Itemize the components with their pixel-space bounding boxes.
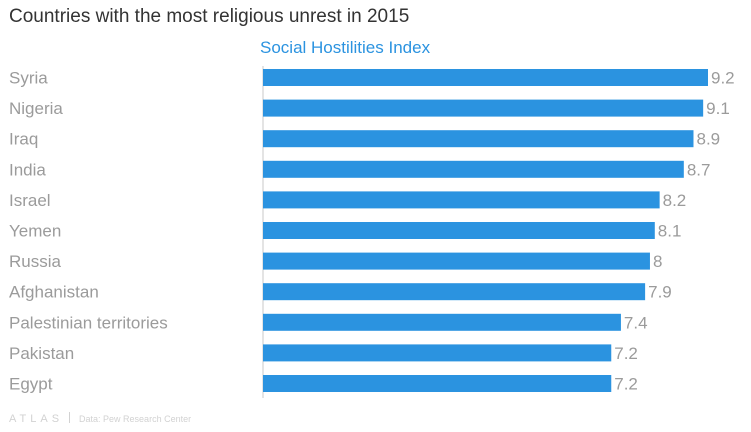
category-label: Iraq (9, 130, 38, 149)
bar (263, 344, 612, 362)
bar-chart: Syria 9.2 Nigeria 9.1 Iraq 8.9 India 8.7 Israel 8… (9, 66, 735, 398)
value-label: 7.2 (614, 344, 638, 363)
bar (263, 313, 621, 331)
bar (263, 375, 612, 392)
series-label: Social Hostilities Index (260, 38, 431, 57)
category-label: Russia (9, 252, 62, 271)
value-label: 8.9 (696, 130, 720, 149)
category-label: Israel (9, 191, 51, 210)
bar (263, 160, 684, 178)
bar (263, 99, 704, 117)
value-label: 7.4 (624, 313, 648, 332)
value-label: 9.1 (706, 99, 730, 118)
bar (263, 283, 646, 301)
bar (263, 69, 708, 86)
value-label: 8.2 (663, 191, 687, 210)
source-note: Data: Pew Research Center (79, 414, 192, 424)
chart-title: Countries with the most religious unrest… (9, 6, 410, 27)
atlas-logo: ATLAS (9, 413, 64, 425)
category-label: Nigeria (9, 99, 63, 118)
category-label: India (9, 160, 46, 179)
category-label: Afghanistan (9, 283, 99, 302)
bar (263, 252, 650, 270)
category-label: Syria (9, 69, 48, 88)
bar-group: Syria 9.2 Nigeria 9.1 Iraq 8.9 India 8.7 Israel 8… (9, 69, 735, 394)
category-label: Palestinian territories (9, 313, 168, 332)
value-label: 7.2 (614, 375, 638, 394)
category-label: Egypt (9, 375, 53, 394)
bar (263, 222, 655, 239)
category-label: Yemen (9, 222, 61, 241)
value-label: 8.7 (687, 160, 711, 179)
category-label: Pakistan (9, 344, 74, 363)
value-label: 8.1 (658, 222, 682, 241)
value-label: 9.2 (711, 69, 735, 88)
bar (263, 191, 660, 209)
value-label: 7.9 (648, 283, 672, 302)
bar (263, 130, 694, 148)
chart-footer: ATLAS Data: Pew Research Center (9, 412, 191, 425)
footer-divider (69, 412, 71, 423)
value-label: 8 (653, 252, 662, 271)
